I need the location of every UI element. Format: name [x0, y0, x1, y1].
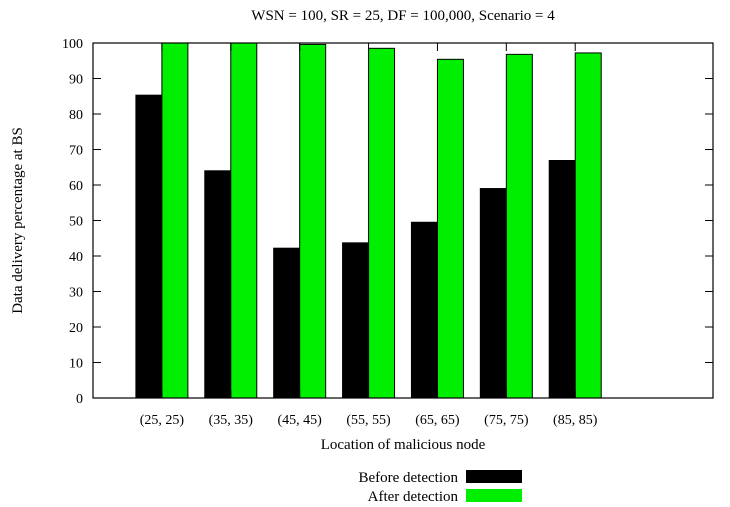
x-tick-label: (65, 65) — [415, 413, 460, 428]
bar-after-4 — [368, 47, 396, 399]
y-tick-label: 60 — [69, 179, 83, 194]
legend-label-before: Before detection — [358, 470, 458, 486]
y-tick-label: 20 — [69, 321, 83, 336]
bar-before-4 — [342, 242, 370, 399]
bar-before-2 — [204, 170, 232, 399]
x-tick-label: (35, 35) — [209, 413, 254, 428]
bar-before-6 — [479, 188, 507, 399]
bar-before-3 — [273, 247, 301, 399]
x-tick-label: (25, 25) — [140, 413, 185, 428]
y-tick-label: 30 — [69, 286, 83, 301]
bar-before-1 — [135, 94, 163, 399]
bar-after-5 — [436, 58, 464, 399]
chart-title: WSN = 100, SR = 25, DF = 100,000, Scenar… — [251, 8, 555, 24]
y-tick-label: 0 — [76, 392, 83, 407]
y-tick-label: 80 — [69, 108, 83, 123]
x-tick-label: (85, 85) — [553, 413, 598, 428]
x-axis: (25, 25) (35, 35) (45, 45) (55, 55) (65, 65)… — [140, 43, 598, 428]
bar-before-5 — [410, 221, 438, 399]
y-axis-label: Data delivery percentage at BS — [10, 127, 26, 314]
bar-after-7 — [574, 52, 602, 399]
bar-after-2 — [230, 42, 258, 399]
x-tick-label: (75, 75) — [484, 413, 529, 428]
plot-area — [135, 42, 602, 399]
y-tick-label: 100 — [62, 37, 83, 52]
y-tick-label: 90 — [69, 73, 83, 88]
bar-before-7 — [548, 160, 576, 399]
bar-after-6 — [505, 53, 533, 399]
x-tick-label: (55, 55) — [346, 413, 391, 428]
legend-label-after: After detection — [368, 489, 459, 505]
legend-swatch-after — [466, 489, 522, 502]
legend-swatch-before — [466, 470, 522, 483]
y-tick-label: 50 — [69, 215, 83, 230]
y-tick-label: 40 — [69, 250, 83, 265]
y-tick-label: 70 — [69, 144, 83, 159]
x-axis-label: Location of malicious node — [321, 437, 486, 453]
y-axis: 0 10 20 30 40 50 60 70 80 90 100 — [62, 37, 713, 407]
bar-after-3 — [299, 43, 327, 399]
legend: Before detection After detection — [358, 470, 522, 505]
y-tick-label: 10 — [69, 357, 83, 372]
x-tick-label: (45, 45) — [278, 413, 323, 428]
bar-after-1 — [161, 42, 189, 399]
